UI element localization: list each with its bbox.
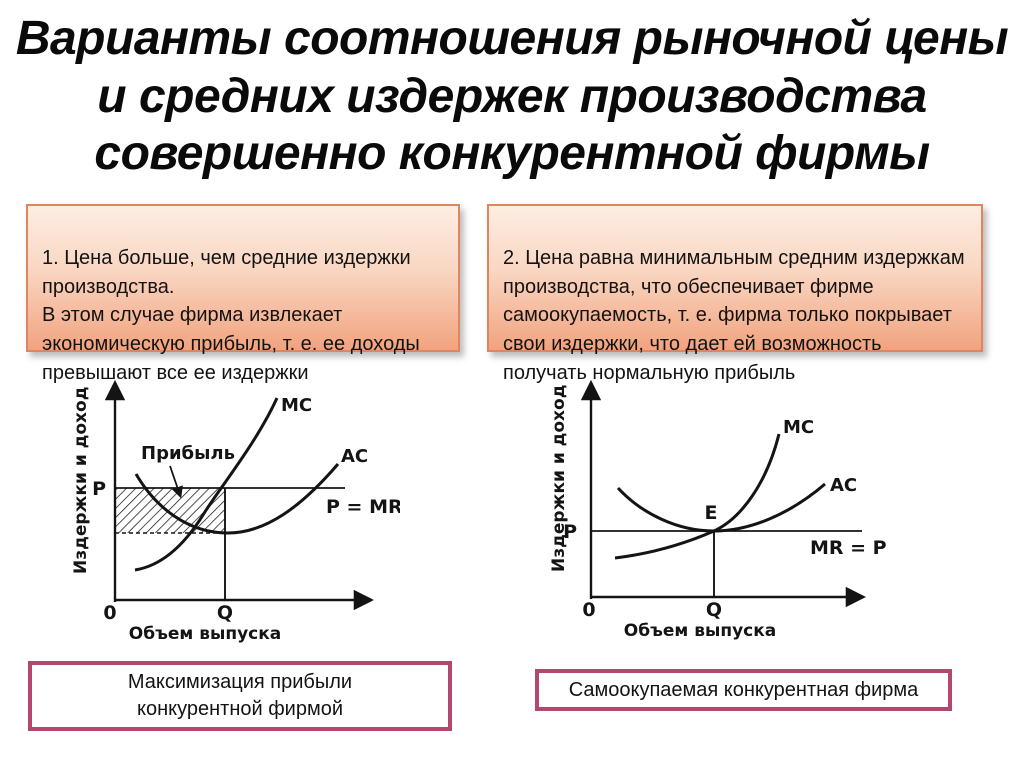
profit-label: Прибыль — [141, 443, 235, 464]
price-tick-label: P — [563, 521, 577, 543]
ac-curve — [134, 463, 340, 535]
mc-curve — [134, 397, 279, 572]
caption-profit-maximization: Максимизация прибыли конкурентной фирмой — [28, 661, 452, 731]
price-line-label: P = MR — [326, 496, 400, 518]
info-box-price-above-cost: 1. Цена больше, чем средние издержки про… — [26, 204, 460, 384]
x-axis-label: Объем выпуска — [129, 624, 282, 644]
chart-break-even: P E MC AC MR = P 0 Q Объем выпуска Издер… — [520, 372, 900, 652]
profit-arrow — [169, 465, 183, 499]
slide-title: Варианты соотношения рыночной цены и сре… — [15, 12, 1009, 181]
y-axis-label: Издержки и доход — [549, 385, 569, 572]
chart-left-svg: P Прибыль MC AC P = MR 0 Q Объем выпуска… — [71, 379, 400, 644]
quantity-tick-label: Q — [706, 599, 722, 621]
origin-label: 0 — [103, 602, 116, 624]
info-box-right-text: 2. Цена равна минимальным средним издерж… — [503, 246, 965, 384]
y-axis-label: Издержки и доход — [71, 387, 91, 574]
caption-left-text: Максимизация прибыли конкурентной фирмой — [127, 671, 353, 720]
info-box-price-equals-cost: 2. Цена равна минимальным средним издерж… — [487, 204, 983, 384]
price-line-label: MR = P — [810, 537, 887, 559]
x-axis-label: Объем выпуска — [624, 621, 777, 641]
price-tick-label: P — [92, 478, 106, 500]
chart-right-svg: P E MC AC MR = P 0 Q Объем выпуска Издер… — [549, 379, 887, 641]
profit-area — [115, 488, 225, 533]
origin-label: 0 — [582, 599, 595, 621]
caption-break-even: Самоокупаемая конкурентная фирма — [535, 669, 952, 711]
mc-curve-label: MC — [783, 417, 814, 438]
quantity-tick-label: Q — [217, 602, 233, 624]
ac-curve-label: AC — [830, 475, 857, 496]
chart-profit-maximization: P Прибыль MC AC P = MR 0 Q Объем выпуска… — [40, 372, 400, 652]
caption-right-text: Самоокупаемая конкурентная фирма — [568, 678, 919, 701]
mc-curve-label: MC — [281, 395, 312, 416]
equilibrium-label: E — [705, 502, 718, 524]
ac-curve — [616, 482, 826, 533]
mc-curve — [614, 433, 781, 560]
info-box-left-text: 1. Цена больше, чем средние издержки про… — [42, 246, 420, 384]
ac-curve-label: AC — [341, 446, 368, 467]
